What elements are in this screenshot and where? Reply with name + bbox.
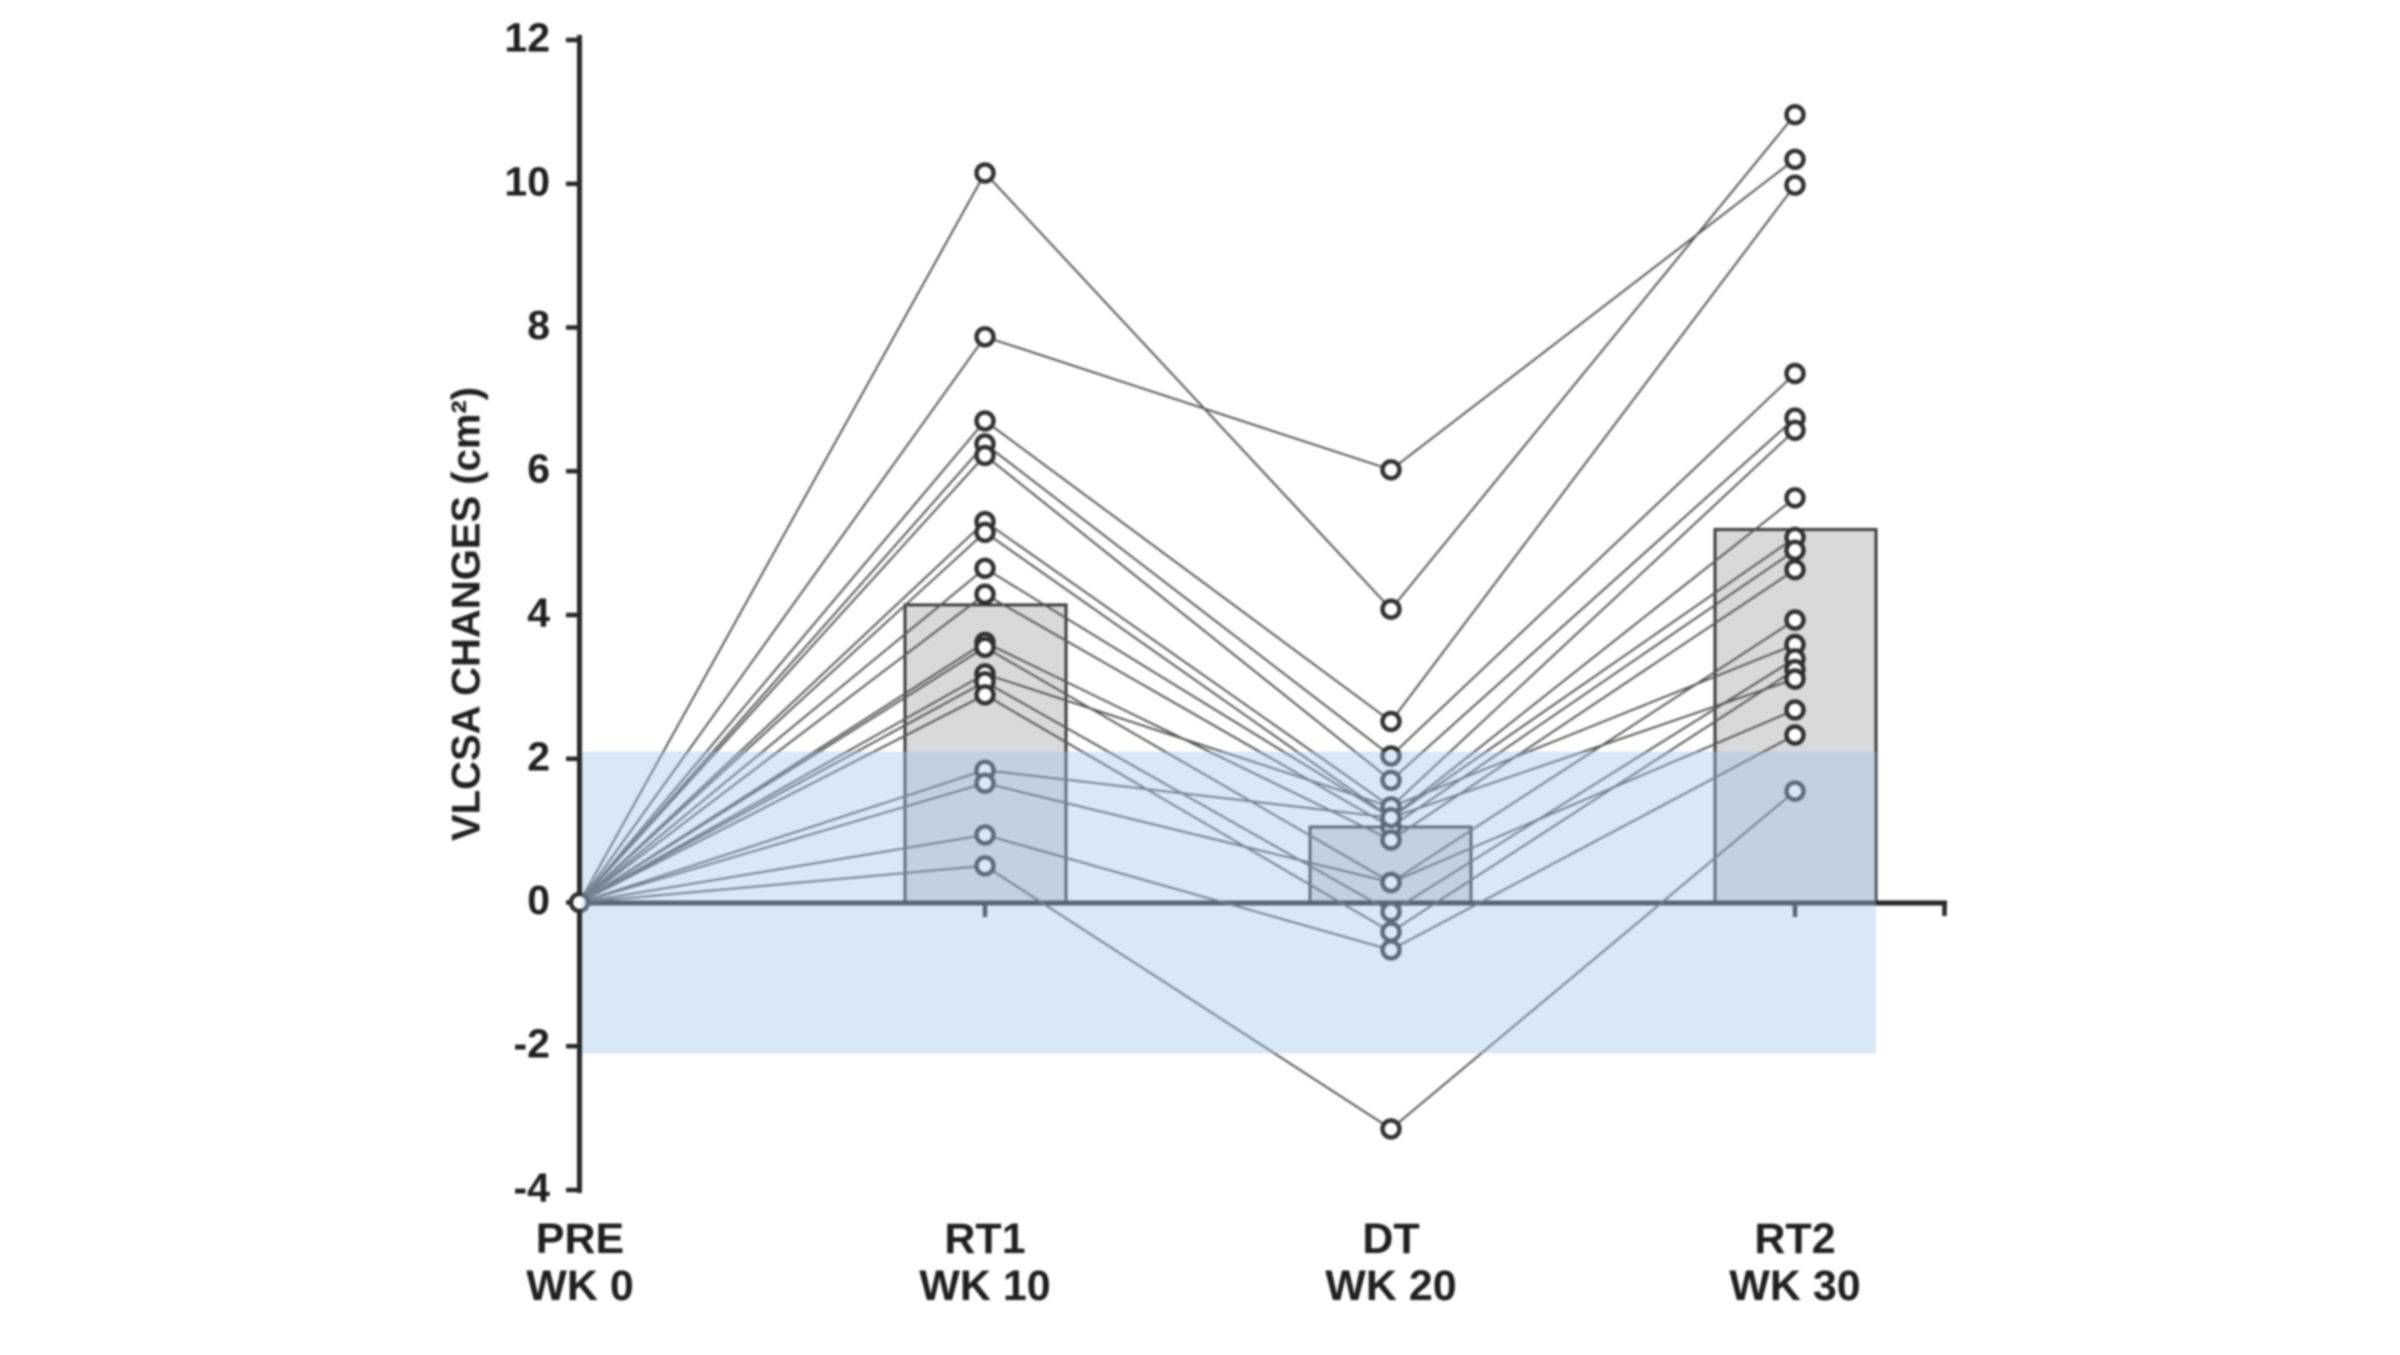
svg-text:0: 0 (527, 877, 550, 923)
svg-text:PRE: PRE (536, 1215, 624, 1263)
svg-text:VLCSA CHANGES (cm²): VLCSA CHANGES (cm²) (445, 387, 489, 841)
svg-text:RT2: RT2 (1754, 1215, 1835, 1263)
svg-text:6: 6 (527, 446, 550, 492)
svg-text:4: 4 (527, 590, 550, 636)
svg-text:12: 12 (504, 15, 550, 61)
svg-text:10: 10 (504, 158, 550, 204)
svg-text:WK 20: WK 20 (1325, 1262, 1456, 1310)
svg-text:WK 30: WK 30 (1729, 1262, 1860, 1310)
svg-text:-2: -2 (514, 1021, 550, 1067)
svg-text:2: 2 (527, 733, 550, 779)
svg-text:WK 10: WK 10 (919, 1262, 1050, 1310)
svg-text:WK 0: WK 0 (526, 1262, 634, 1310)
svg-text:DT: DT (1362, 1215, 1419, 1263)
svg-text:RT1: RT1 (944, 1215, 1025, 1263)
svg-text:-4: -4 (514, 1165, 551, 1211)
svg-text:8: 8 (527, 302, 550, 348)
